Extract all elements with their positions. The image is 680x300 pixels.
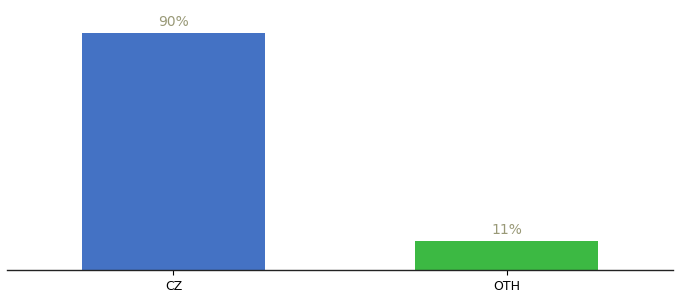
- Text: 11%: 11%: [491, 224, 522, 237]
- Bar: [82, 33, 265, 270]
- Text: 90%: 90%: [158, 15, 189, 29]
- Bar: [415, 242, 598, 270]
